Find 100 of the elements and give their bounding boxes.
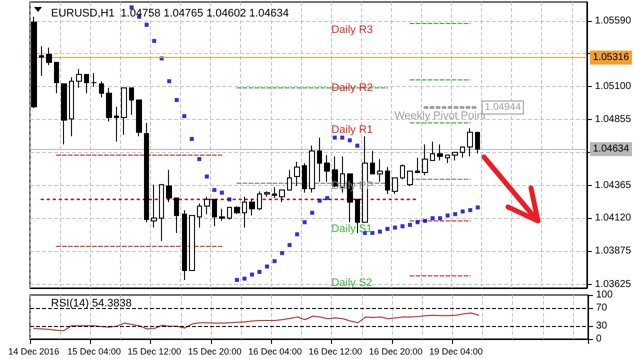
point bbox=[280, 251, 284, 256]
point bbox=[438, 216, 442, 220]
point bbox=[325, 196, 330, 200]
point bbox=[453, 212, 458, 216]
candlestick bbox=[249, 198, 255, 216]
candlestick bbox=[324, 154, 330, 182]
annotation: Daily S2 bbox=[331, 277, 372, 289]
x-tick-label: 19 Dec 04:00 bbox=[429, 346, 483, 356]
point bbox=[378, 230, 382, 234]
y-tick-label: 70 bbox=[596, 302, 608, 314]
candlestick bbox=[121, 87, 127, 136]
candlestick bbox=[422, 144, 428, 176]
point bbox=[190, 136, 194, 141]
point bbox=[355, 144, 360, 148]
candlestick bbox=[129, 87, 134, 116]
candlestick bbox=[392, 177, 398, 195]
y-tick-label: 1.03875 bbox=[594, 246, 632, 257]
point bbox=[174, 98, 179, 102]
point bbox=[385, 226, 390, 231]
candlestick bbox=[400, 164, 405, 180]
y-tick-label: 0 bbox=[596, 334, 602, 344]
candlestick bbox=[437, 144, 443, 161]
candlestick bbox=[302, 162, 307, 194]
point bbox=[332, 136, 337, 140]
point bbox=[430, 216, 435, 220]
candlestick bbox=[84, 74, 89, 94]
point bbox=[204, 174, 209, 179]
candlestick bbox=[61, 83, 67, 145]
point bbox=[220, 190, 224, 195]
data-label: 1.04944 bbox=[484, 102, 522, 114]
x-tick-label: 15 Dec 04:00 bbox=[67, 346, 121, 356]
x-tick-label: 16 Dec 04:00 bbox=[248, 346, 302, 356]
x-tick-label: 16 Dec 20:00 bbox=[368, 346, 422, 356]
y-tick-label: 1.04120 bbox=[594, 212, 632, 224]
y-tick-label: 100 bbox=[596, 290, 614, 300]
point bbox=[302, 220, 307, 224]
point bbox=[423, 218, 428, 223]
y-tick-label: 1.03625 bbox=[594, 279, 632, 290]
point bbox=[340, 136, 344, 140]
candlestick bbox=[460, 146, 465, 158]
candlestick bbox=[407, 170, 413, 186]
point bbox=[416, 220, 420, 224]
point bbox=[272, 259, 277, 264]
candlestick bbox=[467, 128, 473, 157]
point bbox=[258, 270, 262, 274]
point bbox=[318, 198, 322, 203]
candlestick bbox=[377, 158, 383, 182]
candlestick bbox=[317, 137, 322, 182]
point bbox=[446, 213, 450, 218]
point bbox=[288, 243, 292, 248]
point bbox=[250, 272, 254, 277]
point bbox=[265, 264, 270, 269]
candlestick bbox=[39, 46, 44, 76]
candlestick bbox=[151, 184, 157, 228]
ref-line-label: 1.04634 bbox=[592, 144, 630, 155]
y-tick-label: 1.05100 bbox=[594, 81, 632, 92]
candlestick bbox=[159, 184, 164, 242]
point bbox=[310, 210, 314, 215]
y-tick-label: 1.04365 bbox=[594, 180, 632, 191]
candlestick bbox=[99, 80, 104, 98]
candlestick bbox=[475, 131, 480, 154]
candlestick bbox=[69, 76, 74, 137]
candlestick bbox=[309, 145, 315, 194]
candlestick bbox=[452, 152, 458, 161]
candlestick bbox=[106, 87, 112, 122]
point bbox=[348, 138, 352, 142]
point bbox=[476, 205, 480, 210]
candlestick bbox=[76, 68, 82, 88]
candlestick bbox=[204, 196, 210, 215]
candlestick bbox=[294, 161, 300, 186]
y-tick-label: 1.05590 bbox=[594, 15, 632, 26]
point bbox=[460, 209, 465, 214]
candlestick bbox=[272, 186, 277, 199]
point bbox=[152, 38, 156, 43]
y-tick-label: 1.04855 bbox=[594, 114, 632, 125]
ref-line-label: 1.05316 bbox=[592, 52, 630, 64]
candlestick bbox=[242, 196, 247, 228]
x-tick-label: 15 Dec 12:00 bbox=[128, 346, 182, 356]
candlestick bbox=[91, 72, 97, 88]
point bbox=[144, 22, 149, 27]
candlestick bbox=[219, 208, 225, 222]
point bbox=[408, 222, 412, 227]
point bbox=[295, 232, 300, 236]
line-series bbox=[33, 312, 480, 332]
candlestick bbox=[46, 47, 52, 66]
annotation: Daily S1 bbox=[331, 223, 372, 235]
candlestick bbox=[264, 190, 270, 198]
point bbox=[400, 224, 404, 228]
candlestick bbox=[174, 198, 179, 234]
candlestick bbox=[287, 169, 292, 190]
x-tick-label: 15 Dec 20:00 bbox=[188, 346, 242, 356]
candlestick bbox=[227, 206, 232, 220]
candlestick bbox=[430, 141, 435, 161]
point bbox=[242, 276, 246, 281]
candlestick bbox=[182, 210, 187, 280]
point bbox=[182, 114, 186, 118]
chart-title: RSI(14) 54.3838 bbox=[51, 298, 132, 310]
candlestick bbox=[234, 206, 240, 215]
text: EURUSD,H1 1.04758 1.04765 1.04602 1.04634 bbox=[51, 8, 289, 20]
annotation: Daily R3 bbox=[331, 24, 373, 36]
